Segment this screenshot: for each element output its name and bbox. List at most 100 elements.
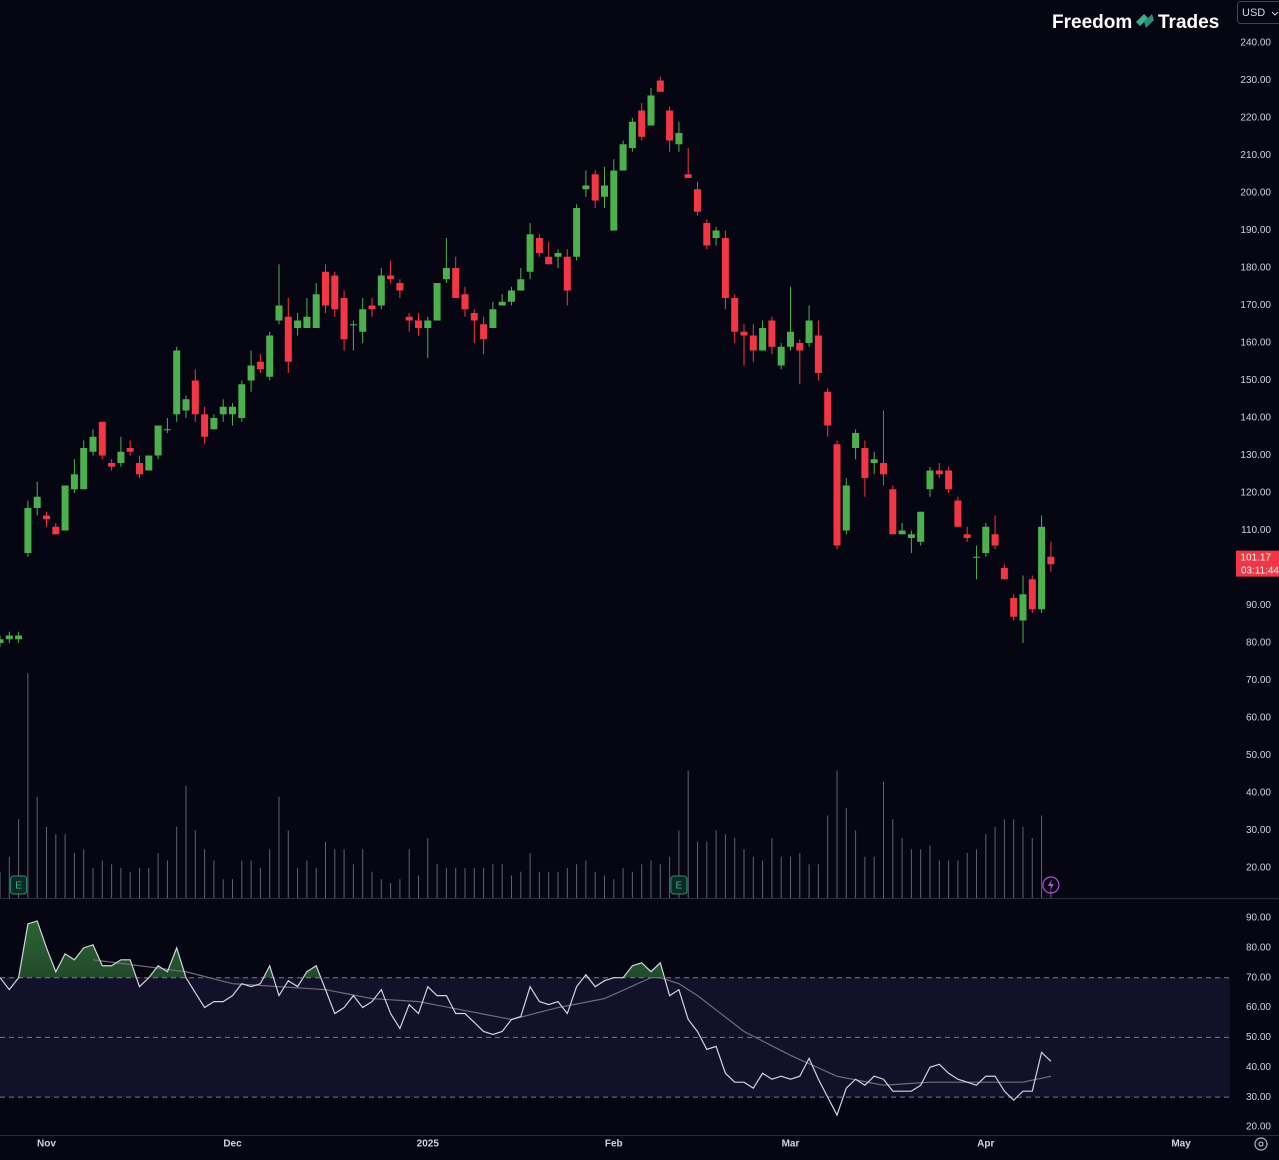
overbought-fill — [0, 920, 1051, 978]
candle-body — [80, 448, 88, 490]
candle-body — [303, 316, 311, 329]
candle-body — [294, 320, 302, 329]
y-tick-label: 200.00 — [1240, 188, 1271, 199]
candle-body — [275, 305, 283, 321]
candle-body — [154, 425, 162, 456]
candle-body — [33, 496, 41, 509]
y-tick-label: 40.00 — [1246, 788, 1271, 799]
candle-body — [619, 144, 627, 171]
y-tick-label: 80.00 — [1246, 942, 1271, 953]
rsi-line — [92, 959, 1052, 1086]
brand-right: Trades — [1158, 12, 1219, 33]
candle-body — [954, 500, 962, 527]
candle-body — [387, 275, 395, 280]
candle-body — [517, 279, 525, 291]
y-tick-label: 150.00 — [1240, 375, 1271, 386]
candle-body — [638, 110, 646, 137]
last-price-label: 101.17 — [1240, 552, 1271, 563]
candle-body — [786, 331, 794, 347]
candle-body — [982, 526, 990, 554]
y-tick-label: 90.00 — [1246, 600, 1271, 611]
candle-body — [331, 275, 339, 310]
candle-body — [805, 320, 813, 344]
x-tick-label: Mar — [782, 1139, 800, 1150]
candle-body — [545, 256, 553, 265]
candle-body — [312, 294, 320, 329]
y-tick-label: 50.00 — [1246, 750, 1271, 761]
candle-body — [563, 256, 571, 291]
rsi-line — [0, 920, 1052, 1117]
candle-body — [191, 380, 199, 415]
candle-body — [712, 230, 720, 239]
candle-body — [945, 470, 953, 490]
settings-button[interactable] — [1254, 1137, 1268, 1151]
candle-body — [582, 185, 590, 190]
x-tick-label: May — [1171, 1139, 1191, 1150]
currency[interactable]: USD — [1242, 7, 1265, 19]
y-tick-label: 30.00 — [1246, 1092, 1271, 1103]
x-tick-label: Apr — [977, 1139, 994, 1150]
currency-button[interactable] — [1237, 1, 1279, 24]
candle-body — [89, 436, 97, 452]
candle-body — [759, 328, 767, 351]
candle-body — [870, 459, 878, 464]
dividend-icon — [1042, 876, 1060, 894]
y-tick-label: 40.00 — [1246, 1062, 1271, 1073]
y-tick-label: 210.00 — [1240, 150, 1271, 161]
candle-body — [359, 309, 367, 332]
candle-body — [731, 298, 739, 332]
candle-body — [526, 234, 534, 272]
y-tick-label: 240.00 — [1240, 38, 1271, 49]
candle-body — [442, 268, 450, 280]
earnings-label: E — [676, 881, 683, 892]
x-tick-label: Feb — [605, 1139, 623, 1150]
candle-body — [349, 324, 357, 326]
candle-body — [610, 170, 618, 231]
y-tick-label: 90.00 — [1246, 913, 1271, 924]
candle-body — [24, 508, 32, 554]
candle-body — [693, 189, 701, 212]
earnings-label: E — [15, 881, 22, 892]
candle-body — [201, 414, 209, 437]
candle-body — [489, 309, 497, 329]
last-price-box — [1236, 550, 1279, 577]
x-tick-label: Dec — [223, 1139, 242, 1150]
currency-caret — [1271, 11, 1279, 16]
candle-body — [284, 316, 292, 362]
brand-left: Freedom — [1052, 12, 1132, 33]
candle-body — [777, 346, 785, 366]
candle-body — [647, 95, 655, 126]
candle-body — [117, 451, 125, 464]
candle-body — [70, 474, 78, 490]
y-tick-label: 230.00 — [1240, 75, 1271, 86]
candle-body — [991, 534, 999, 546]
candle-body — [0, 639, 4, 644]
y-tick-label: 80.00 — [1246, 638, 1271, 649]
candle-body — [898, 530, 906, 535]
candle-body — [703, 223, 711, 246]
y-tick-label: 190.00 — [1240, 225, 1271, 236]
y-tick-label: 170.00 — [1240, 300, 1271, 311]
candle-body — [498, 301, 506, 306]
candle-body — [1047, 556, 1055, 565]
candle-body — [461, 294, 469, 310]
candle-body — [814, 335, 822, 374]
candle-body — [768, 320, 776, 347]
candle-body — [796, 343, 804, 351]
candle-body — [1000, 568, 1008, 580]
candle-body — [666, 110, 674, 141]
candle-body — [507, 290, 515, 302]
candle-body — [266, 335, 274, 377]
candle-body — [591, 174, 599, 201]
y-tick-label: 20.00 — [1246, 1122, 1271, 1133]
candle-body — [684, 174, 692, 179]
x-tick-label: 2025 — [417, 1139, 440, 1150]
candle-body — [833, 444, 841, 546]
y-tick-label: 30.00 — [1246, 825, 1271, 836]
candle-body — [219, 406, 227, 415]
candle-body — [889, 489, 897, 535]
candle-body — [424, 320, 432, 329]
candle-body — [1038, 526, 1046, 610]
